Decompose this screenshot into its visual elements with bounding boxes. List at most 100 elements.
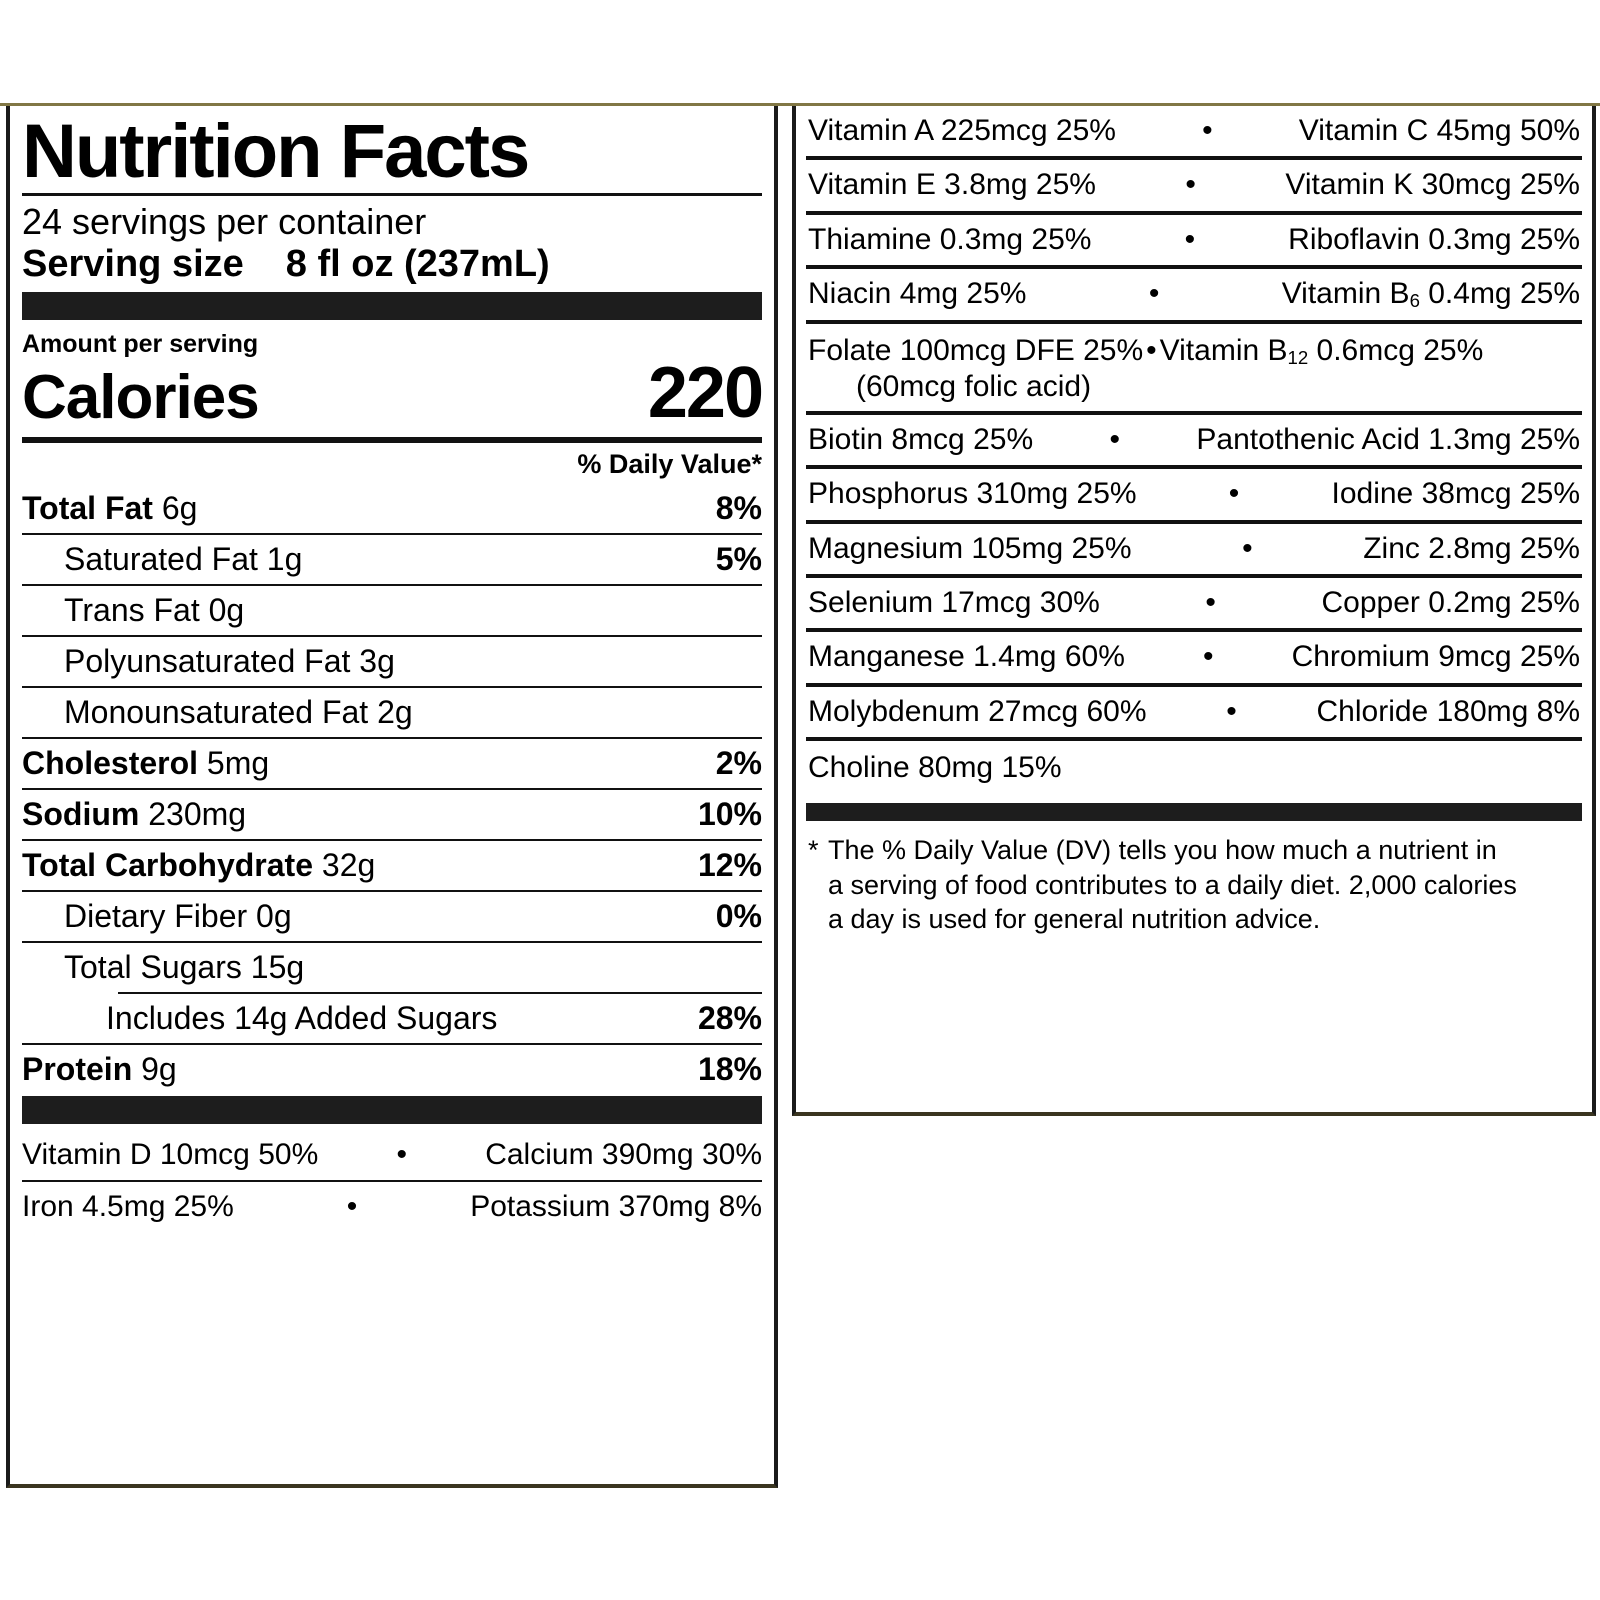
vitamin-right-entry: Vitamin B6 0.4mg 25%	[1281, 277, 1580, 312]
bullet-separator-icon: •	[1184, 222, 1196, 256]
bullet-separator-icon: •	[1228, 477, 1240, 511]
mineral-left-entry: Biotin 8mcg 25%	[808, 422, 1034, 456]
nutrient-list: Total Fat 6g 8% Saturated Fat 1g 5% Trans Fa…	[22, 484, 762, 1094]
vitamin-right-entry: Vitamin C 45mg 50%	[1298, 114, 1580, 147]
nutrient-row-divider	[22, 686, 762, 689]
nutrient-row: Saturated Fat 1g 5%	[22, 535, 762, 584]
nutrient-row: Sodium 230mg 10%	[22, 790, 762, 839]
calories-divider	[22, 437, 762, 444]
nutrient-row: Monounsaturated Fat 2g	[22, 688, 762, 737]
supplemental-vitamin-panel: Vitamin A 225mcg 25% • Vitamin C 45mg 50% V…	[792, 106, 1596, 1116]
nutrient-row-divider	[22, 788, 762, 791]
vitamin-row: Iron 4.5mg 25% • Potassium 370mg 8%	[22, 1182, 762, 1232]
mineral-row: Biotin 8mcg 25% • Pantothenic Acid 1.3mg 2…	[806, 415, 1582, 465]
vitamin-right-entry: Vitamin K 30mcg 25%	[1285, 168, 1580, 202]
mineral-right-entry: Zinc 2.8mg 25%	[1363, 531, 1580, 565]
nutrient-name: Total Carbohydrate 32g	[22, 847, 376, 884]
footnote-asterisk: *	[808, 835, 819, 866]
nutrient-row-divider	[22, 941, 762, 944]
nutrient-name: Saturated Fat 1g	[64, 541, 303, 578]
daily-value-header: % Daily Value*	[577, 449, 762, 480]
nutrient-daily-value: 5%	[715, 541, 762, 578]
row-divider	[806, 156, 1582, 161]
nutrient-row: Protein 9g 18%	[22, 1045, 762, 1094]
nutrient-row: Polyunsaturated Fat 3g	[22, 637, 762, 686]
bullet-separator-icon: •	[1205, 585, 1216, 619]
vitamin-left-entry: Vitamin A 225mcg 25%	[808, 114, 1116, 147]
nutrient-row: Dietary Fiber 0g 0%	[22, 892, 762, 941]
folate-row: Folate 100mcg DFE 25% • Vitamin B12 0.6m…	[806, 324, 1582, 410]
primary-nutrition-panel: Nutrition Facts 24 servings per containe…	[6, 106, 778, 1488]
nutrient-row: Includes 14g Added Sugars 28%	[22, 994, 762, 1043]
bullet-separator-icon: •	[1185, 168, 1196, 202]
calories-value: 220	[647, 353, 764, 434]
nutrient-name: Protein 9g	[22, 1051, 177, 1088]
vitamin-left-entry: Vitamin D 10mcg 50%	[22, 1138, 319, 1172]
nutrient-name: Includes 14g Added Sugars	[106, 1000, 498, 1037]
vitamin-right-entry: Calcium 390mg 30%	[485, 1138, 762, 1172]
footnote-line-3: a day is used for general nutrition advi…	[828, 904, 1321, 935]
nutrient-name: Total Fat 6g	[22, 490, 198, 527]
heavy-divider-bottom	[22, 1096, 762, 1125]
choline-row: Choline 80mg 15%	[808, 751, 1062, 785]
nutrient-row-divider	[22, 890, 762, 893]
vitamin-right-entry: Potassium 370mg 8%	[470, 1190, 762, 1224]
vitamin-b12-right: Vitamin B12 0.6mcg 25%	[1159, 334, 1484, 369]
nutrient-row: Total Fat 6g 8%	[22, 484, 762, 533]
mineral-right-entry: Iodine 38mcg 25%	[1331, 477, 1581, 511]
row-divider	[806, 682, 1582, 687]
folic-acid-note: (60mcg folic acid)	[856, 370, 1092, 404]
footnote-heavy-divider	[806, 803, 1582, 822]
vitamin-row: Niacin 4mg 25% • Vitamin B6 0.4mg 25%	[806, 269, 1582, 320]
mineral-left-entry: Manganese 1.4mg 60%	[808, 640, 1125, 674]
calories-label: Calories	[22, 363, 260, 433]
serving-size-label: Serving size	[22, 243, 244, 286]
nutrient-row-divider	[22, 584, 762, 587]
row-divider	[806, 465, 1582, 470]
footnote-line-2: a serving of food contributes to a daily…	[828, 869, 1517, 900]
nutrient-name: Cholesterol 5mg	[22, 745, 270, 782]
vitamin-row: Vitamin E 3.8mg 25% • Vitamin K 30mcg 25%	[806, 160, 1582, 210]
title-divider	[22, 192, 762, 196]
nutrient-row: Cholesterol 5mg 2%	[22, 739, 762, 788]
nutrient-daily-value: 10%	[697, 796, 762, 833]
nutrient-name: Sodium 230mg	[22, 796, 247, 833]
daily-value-footnote: * The % Daily Value (DV) tells you how mu…	[806, 821, 1582, 937]
nutrient-daily-value: 2%	[715, 745, 762, 782]
mineral-right-entry: Chloride 180mg 8%	[1316, 694, 1580, 728]
nutrient-row-divider	[22, 1043, 762, 1046]
nutrient-daily-value: 28%	[697, 1000, 762, 1037]
serving-size-row: Serving size 8 fl oz (237mL)	[22, 243, 762, 286]
mineral-row: Manganese 1.4mg 60% • Chromium 9mcg 25%	[806, 632, 1582, 682]
mineral-left-entry: Magnesium 105mg 25%	[808, 531, 1132, 565]
nutrient-name: Trans Fat 0g	[64, 592, 245, 629]
vitamin-right-entry: Riboflavin 0.3mg 25%	[1288, 222, 1580, 256]
bullet-separator-icon: •	[1242, 531, 1253, 565]
folate-left: Folate 100mcg DFE 25%	[808, 334, 1144, 368]
mineral-left-entry: Molybdenum 27mcg 60%	[808, 694, 1147, 728]
vitamin-left-entry: Thiamine 0.3mg 25%	[808, 222, 1092, 256]
mineral-row: Magnesium 105mg 25% • Zinc 2.8mg 25%	[806, 524, 1582, 574]
mineral-left-entry: Selenium 17mcg 30%	[808, 585, 1100, 619]
mineral-list: Biotin 8mcg 25% • Pantothenic Acid 1.3mg 2…	[806, 415, 1582, 742]
nutrient-row: Total Sugars 15g	[22, 943, 762, 992]
vitamin-row: Vitamin A 225mcg 25% • Vitamin C 45mg 50%	[806, 106, 1582, 156]
left-vitamin-list: Vitamin D 10mcg 50% • Calcium 390mg 30% Iro…	[22, 1130, 762, 1232]
footnote-line-1: The % Daily Value (DV) tells you how muc…	[828, 835, 1497, 866]
mineral-row: Molybdenum 27mcg 60% • Chloride 180mg 8%	[806, 687, 1582, 737]
mineral-left-entry: Phosphorus 310mg 25%	[808, 477, 1137, 511]
nutrient-row-divider	[22, 635, 762, 638]
nutrient-row-divider	[118, 992, 762, 995]
row-divider	[806, 573, 1582, 578]
vitamin-row: Vitamin D 10mcg 50% • Calcium 390mg 30%	[22, 1130, 762, 1180]
row-divider	[806, 410, 1582, 415]
nutrient-name: Total Sugars 15g	[64, 949, 305, 986]
row-divider	[806, 210, 1582, 215]
nutrient-daily-value: 18%	[697, 1051, 762, 1088]
right-vitamin-list: Vitamin A 225mcg 25% • Vitamin C 45mg 50% V…	[806, 106, 1582, 325]
page-title: Nutrition Facts	[22, 109, 530, 194]
bullet-separator-icon: •	[1146, 334, 1157, 368]
row-divider	[806, 737, 1582, 742]
serving-size-value: 8 fl oz (237mL)	[285, 243, 550, 286]
mineral-right-entry: Copper 0.2mg 25%	[1321, 585, 1581, 619]
